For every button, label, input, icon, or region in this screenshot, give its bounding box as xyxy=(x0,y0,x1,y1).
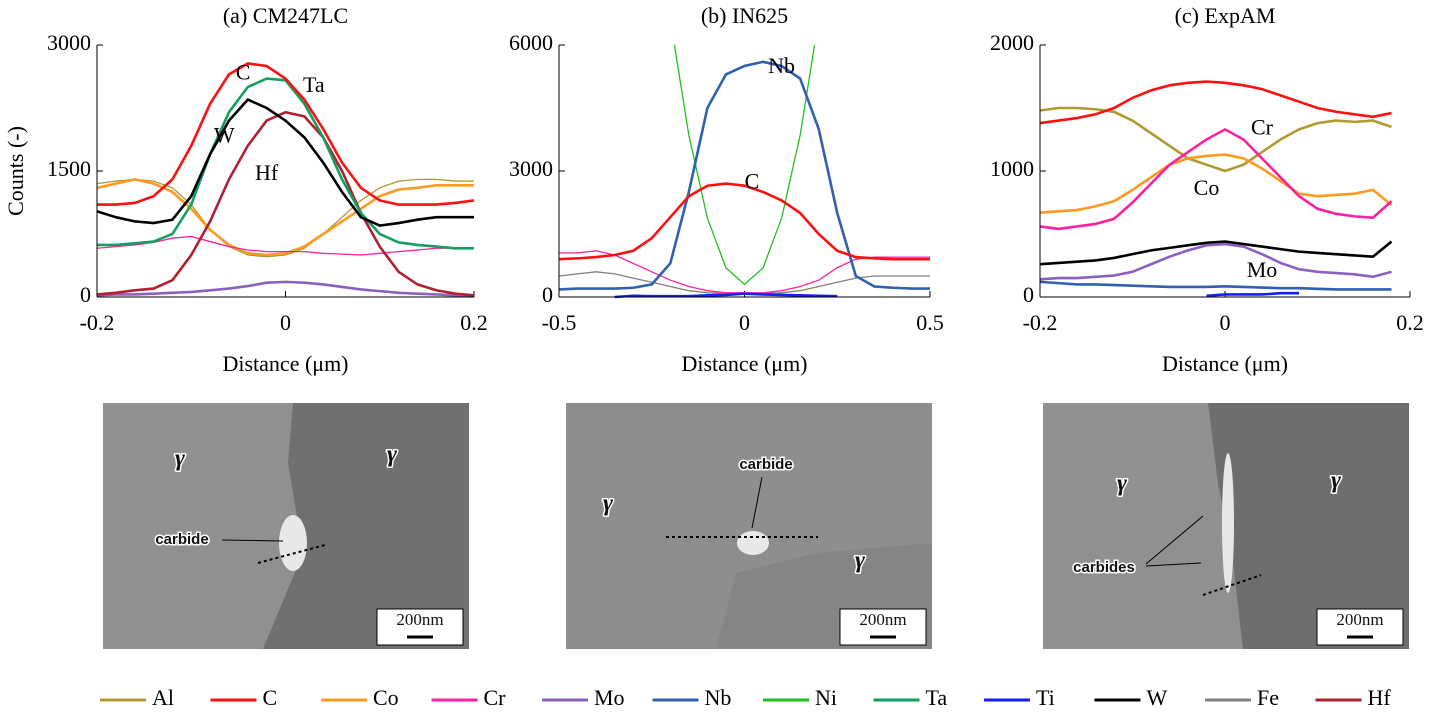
micrograph: γ γ carbides 200nm xyxy=(1043,403,1409,649)
series-line xyxy=(1040,242,1392,281)
carbide-label: carbide xyxy=(739,456,792,473)
series-line xyxy=(97,98,474,227)
y-axis-label: Counts (-) xyxy=(3,126,28,216)
plot-lines xyxy=(559,45,930,299)
series-line xyxy=(1040,280,1392,291)
grain-dark xyxy=(1208,403,1409,649)
series-line xyxy=(97,235,474,256)
y-tick-label: 0 xyxy=(80,282,91,307)
line-annotation: Mo xyxy=(1247,257,1278,282)
y-tick-label: 6000 xyxy=(509,30,553,55)
carbide-particle xyxy=(279,515,307,571)
y-tick-label: 1000 xyxy=(990,156,1034,181)
scale-box xyxy=(1316,608,1404,646)
legend-label: Hf xyxy=(1368,685,1392,710)
x-axis-label: Distance (μm) xyxy=(1162,351,1288,376)
carbide-particle xyxy=(1222,453,1234,593)
legend-label: Fe xyxy=(1257,685,1279,710)
line-annotation: Hf xyxy=(255,160,279,185)
phase-label: γ xyxy=(1331,468,1341,494)
phase-label: γ xyxy=(175,446,185,472)
series-line xyxy=(1040,106,1392,173)
legend-label: Ni xyxy=(815,685,837,710)
phase-label: γ xyxy=(1117,471,1127,497)
series-line xyxy=(97,178,474,258)
leader xyxy=(1145,515,1204,565)
series-line xyxy=(97,110,474,297)
x-tick-label: 0.5 xyxy=(916,310,944,335)
grain-dark xyxy=(263,403,469,649)
line-scan xyxy=(1202,574,1262,596)
scale-bar-label: 200nm xyxy=(1336,610,1383,629)
carbide-label: carbide xyxy=(155,531,208,548)
y-tick-label: 0 xyxy=(542,282,553,307)
micrograph: γ γ carbide 200nm xyxy=(566,403,932,649)
plot-lines xyxy=(97,62,474,297)
line-annotation: Co xyxy=(1194,175,1220,200)
line-annotation: Ta xyxy=(303,72,325,97)
series-line xyxy=(97,178,474,257)
x-axis-label: Distance (μm) xyxy=(681,351,807,376)
legend-label: Mo xyxy=(594,685,625,710)
legend-label: Co xyxy=(373,685,399,710)
y-tick-label: 2000 xyxy=(990,30,1034,55)
scale-box xyxy=(376,608,464,646)
phase-label: γ xyxy=(603,491,613,517)
x-tick-label: 0 xyxy=(1220,310,1231,335)
series-line xyxy=(559,271,930,295)
chart-title: (c) ExpAM xyxy=(1175,3,1276,28)
line-annotation: Nb xyxy=(768,53,795,78)
y-tick-label: 3000 xyxy=(509,156,553,181)
legend-label: C xyxy=(263,685,278,710)
carbide-particle xyxy=(737,531,769,555)
legend-label: Al xyxy=(152,685,174,710)
x-tick-label: -0.5 xyxy=(542,310,577,335)
phase-label: γ xyxy=(387,442,397,468)
legend-label: Nb xyxy=(705,685,732,710)
leader xyxy=(751,476,763,529)
series-line xyxy=(1040,240,1393,266)
legend-label: Cr xyxy=(484,685,507,710)
series-line xyxy=(673,45,816,286)
legend-label: Ti xyxy=(1036,685,1055,710)
x-tick-label: 0 xyxy=(739,310,750,335)
series-line xyxy=(97,280,474,297)
series-line xyxy=(97,62,474,206)
y-tick-label: 0 xyxy=(1023,282,1034,307)
line-annotation: W xyxy=(214,122,235,147)
legend-label: W xyxy=(1147,685,1168,710)
phase-label: γ xyxy=(855,548,865,574)
chart-title: (a) CM247LC xyxy=(223,3,348,28)
series-line xyxy=(1040,153,1393,214)
leader xyxy=(221,539,284,542)
carbide-label: carbides xyxy=(1073,559,1135,576)
series-line xyxy=(1206,291,1299,298)
series-line xyxy=(1040,80,1392,125)
scale-box xyxy=(839,608,927,646)
series-line xyxy=(1040,127,1393,231)
series-line xyxy=(614,292,838,299)
x-axis-label: Distance (μm) xyxy=(222,351,348,376)
x-tick-label: 0.2 xyxy=(460,310,488,335)
y-tick-label: 1500 xyxy=(47,156,91,181)
line-annotation: Cr xyxy=(1251,114,1274,139)
scale-bar-label: 200nm xyxy=(396,610,443,629)
micrograph: γ γ carbide 200nm xyxy=(103,403,469,649)
chart-title: (b) IN625 xyxy=(701,3,788,28)
line-annotation: C xyxy=(745,169,760,194)
legend-label: Ta xyxy=(926,685,948,710)
line-annotation: C xyxy=(236,59,251,84)
x-tick-label: -0.2 xyxy=(1023,310,1058,335)
y-tick-label: 3000 xyxy=(47,30,91,55)
x-tick-label: 0.2 xyxy=(1396,310,1424,335)
series-line xyxy=(559,60,930,291)
series-line xyxy=(559,182,930,261)
x-tick-label: 0 xyxy=(280,310,291,335)
leader xyxy=(1145,562,1202,567)
scale-bar-label: 200nm xyxy=(859,610,906,629)
x-tick-label: -0.2 xyxy=(80,310,115,335)
plot-lines xyxy=(1040,80,1393,298)
